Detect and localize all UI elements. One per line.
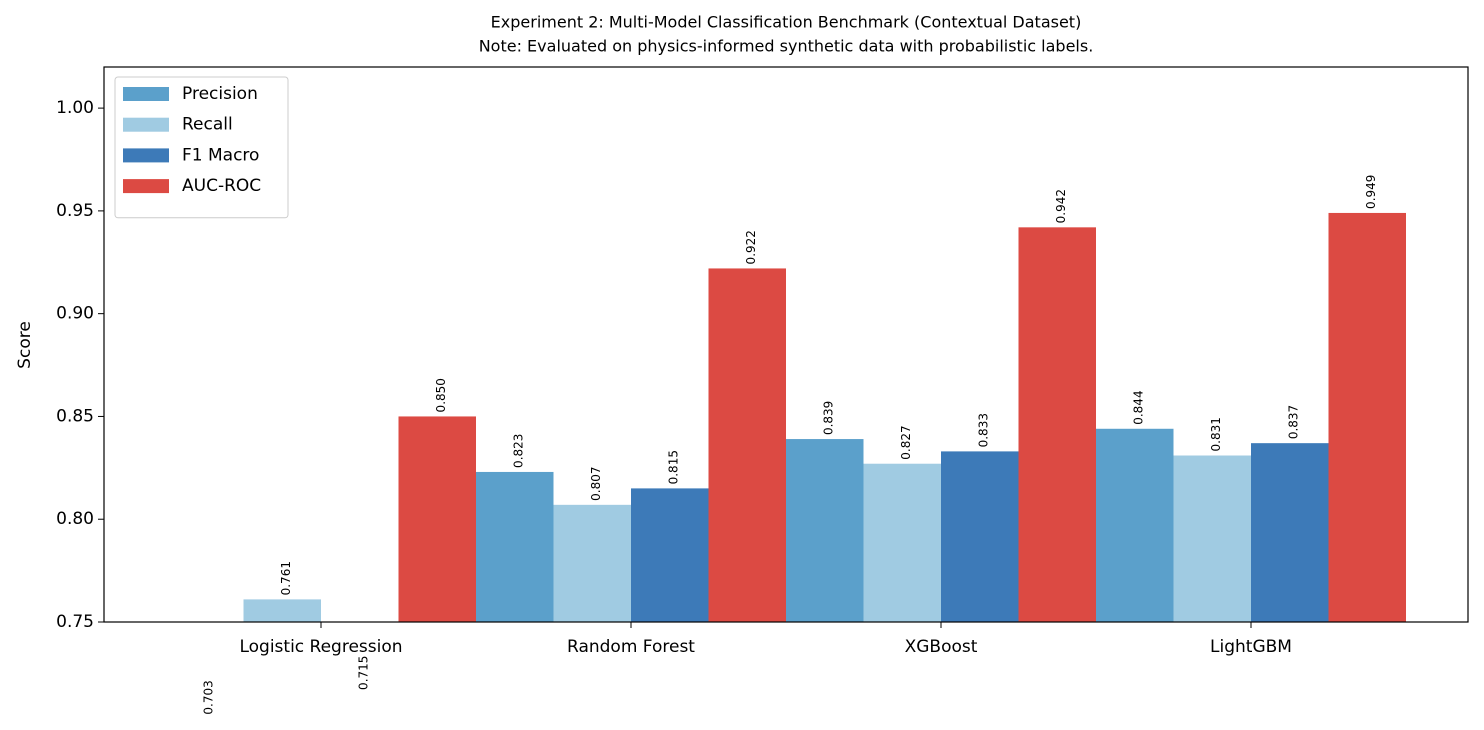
bar bbox=[1018, 227, 1096, 622]
bar bbox=[243, 599, 321, 622]
value-label: 0.942 bbox=[1054, 189, 1068, 223]
value-label: 0.703 bbox=[201, 680, 215, 714]
legend-swatch bbox=[123, 148, 169, 163]
value-label: 0.949 bbox=[1364, 175, 1378, 209]
value-label: 0.833 bbox=[976, 413, 990, 447]
bar bbox=[398, 416, 476, 622]
value-label: 0.844 bbox=[1131, 390, 1145, 424]
bar bbox=[476, 471, 554, 622]
plot-frame bbox=[103, 66, 1469, 623]
bar bbox=[863, 463, 941, 622]
value-label: 0.839 bbox=[821, 401, 835, 435]
chart-title: Experiment 2: Multi-Model Classification… bbox=[491, 13, 1082, 32]
bar bbox=[631, 488, 709, 622]
value-label: 0.831 bbox=[1209, 417, 1223, 451]
x-tick-label: XGBoost bbox=[905, 637, 978, 657]
legend-swatch bbox=[123, 117, 169, 132]
y-tick-label: 0.80 bbox=[56, 509, 94, 529]
value-label: 0.837 bbox=[1286, 405, 1300, 439]
bar bbox=[1096, 428, 1174, 622]
legend-label: Precision bbox=[182, 84, 258, 104]
value-label: 0.807 bbox=[589, 466, 603, 500]
legend-swatch bbox=[123, 87, 169, 101]
x-tick-label: Random Forest bbox=[567, 637, 695, 657]
value-label: 0.815 bbox=[666, 450, 680, 484]
legend-label: AUC-ROC bbox=[182, 176, 261, 196]
x-tick-label: LightGBM bbox=[1210, 637, 1292, 657]
bar bbox=[786, 439, 864, 622]
x-tick-label: Logistic Regression bbox=[239, 637, 402, 657]
bars bbox=[243, 212, 1406, 622]
value-label: 0.761 bbox=[279, 561, 293, 595]
bar bbox=[1173, 455, 1251, 622]
bar bbox=[1251, 443, 1329, 622]
legend-label: Recall bbox=[182, 115, 233, 135]
bar bbox=[553, 504, 631, 622]
value-label: 0.715 bbox=[356, 656, 370, 690]
legend-swatch bbox=[123, 179, 169, 194]
legend-label: F1 Macro bbox=[182, 145, 259, 165]
bar bbox=[941, 451, 1019, 622]
y-tick-label: 0.90 bbox=[56, 304, 94, 324]
value-label: 0.827 bbox=[899, 425, 913, 459]
bar bbox=[1328, 212, 1406, 622]
bar bbox=[708, 268, 786, 622]
y-tick-label: 1.00 bbox=[56, 98, 94, 118]
y-tick-label: 0.95 bbox=[56, 201, 94, 221]
y-axis-label: Score bbox=[15, 321, 35, 369]
value-label: 0.850 bbox=[434, 378, 448, 412]
y-tick-label: 0.75 bbox=[56, 612, 94, 632]
y-tick-label: 0.85 bbox=[56, 406, 94, 426]
value-label: 0.823 bbox=[511, 434, 525, 468]
chart-subtitle: Note: Evaluated on physics-informed synt… bbox=[479, 37, 1094, 56]
value-label: 0.922 bbox=[744, 230, 758, 264]
